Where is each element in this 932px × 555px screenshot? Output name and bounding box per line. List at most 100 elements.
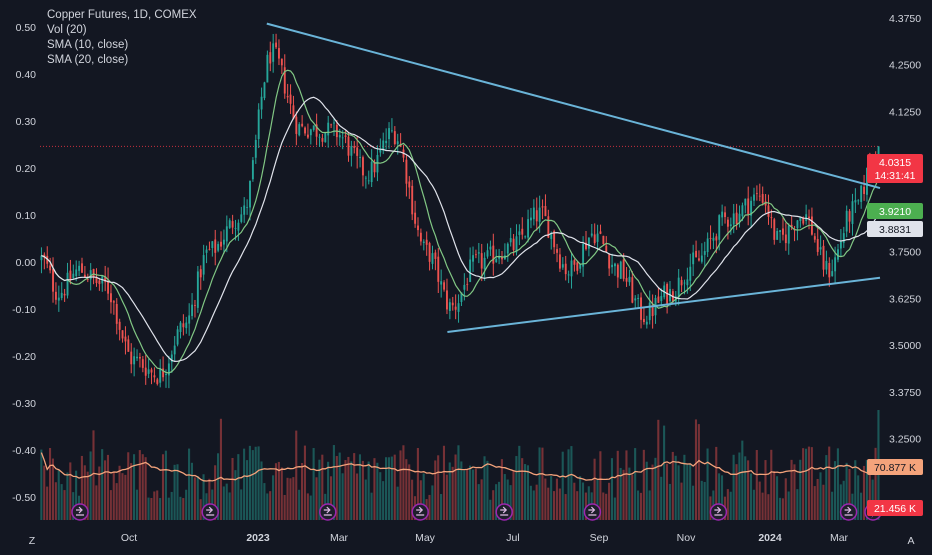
candle-body bbox=[205, 249, 208, 253]
zoom-reset-icon[interactable]: Z bbox=[29, 535, 36, 547]
candle-body bbox=[266, 54, 269, 83]
candle-body bbox=[573, 260, 576, 265]
volume-bar bbox=[871, 479, 874, 520]
volume-bar bbox=[663, 425, 666, 520]
volume-bar bbox=[524, 464, 527, 520]
price-axis-tick: 3.6250 bbox=[889, 293, 921, 305]
volume-bar bbox=[416, 448, 419, 520]
volume-bar bbox=[503, 474, 506, 520]
candle-body bbox=[605, 245, 608, 252]
candle-body bbox=[196, 271, 199, 308]
volume-bar bbox=[121, 473, 124, 520]
volume-bar bbox=[156, 490, 159, 520]
candle-body bbox=[782, 228, 784, 235]
volume-bar bbox=[51, 458, 54, 520]
volume-bar bbox=[796, 489, 799, 520]
candle-body bbox=[63, 293, 66, 296]
candle-body bbox=[773, 219, 776, 240]
candle-body bbox=[515, 236, 518, 253]
volume-bar bbox=[245, 460, 249, 520]
volume-bar bbox=[63, 490, 66, 520]
candle-body bbox=[451, 302, 454, 306]
candle-body bbox=[726, 219, 729, 227]
volume-bar bbox=[190, 462, 194, 520]
candle-body bbox=[553, 231, 556, 248]
candle-body bbox=[385, 140, 388, 144]
volume-bar bbox=[422, 473, 425, 520]
volume-bar bbox=[857, 475, 860, 520]
candle-body bbox=[225, 226, 228, 242]
volume-bar bbox=[173, 464, 176, 520]
volume-bar bbox=[141, 454, 144, 520]
candle-body bbox=[805, 214, 808, 221]
volume-bar bbox=[706, 448, 709, 520]
candle-body bbox=[104, 276, 107, 283]
volume-bar bbox=[437, 455, 440, 520]
volume-bar bbox=[269, 491, 272, 520]
candle-body bbox=[642, 318, 645, 323]
candle-body bbox=[587, 237, 590, 249]
candle-body bbox=[170, 354, 173, 363]
svg-text:4.0315: 4.0315 bbox=[879, 157, 911, 169]
legend-sma10[interactable]: SMA (10, close) bbox=[47, 39, 129, 51]
candle-body bbox=[217, 244, 220, 251]
candle-body bbox=[758, 195, 761, 197]
volume-tag: 21.456 K bbox=[867, 500, 923, 516]
volume-bar bbox=[703, 481, 706, 520]
volume-bar bbox=[344, 460, 347, 520]
volume-bar bbox=[350, 461, 353, 520]
candle-body bbox=[541, 206, 544, 208]
candle-body bbox=[98, 280, 101, 285]
price-axis-tick: 4.1250 bbox=[889, 106, 921, 118]
candle-body bbox=[645, 321, 648, 325]
candle-body bbox=[686, 279, 689, 286]
candle-body bbox=[327, 122, 330, 136]
volume-bar bbox=[358, 454, 362, 520]
volume-bar bbox=[683, 454, 686, 520]
volume-bar bbox=[564, 494, 567, 520]
volume-bar bbox=[118, 465, 121, 520]
candle-body bbox=[162, 368, 165, 378]
candle-body bbox=[159, 368, 162, 383]
candle-body bbox=[393, 131, 396, 145]
time-axis-label: Oct bbox=[121, 532, 137, 544]
candle-body bbox=[448, 302, 451, 311]
candle-body bbox=[637, 297, 640, 300]
volume-bar bbox=[132, 454, 136, 520]
volume-bar bbox=[277, 461, 280, 520]
volume-bar bbox=[393, 454, 396, 520]
event-marker-icon bbox=[411, 503, 429, 521]
time-axis-label: Jul bbox=[506, 532, 519, 544]
volume-bar bbox=[677, 465, 680, 520]
candle-body bbox=[839, 241, 842, 249]
candle-body bbox=[828, 263, 831, 278]
candle-body bbox=[813, 236, 816, 240]
candle-body bbox=[622, 259, 625, 279]
candle-body bbox=[472, 255, 474, 262]
volume-bar bbox=[341, 473, 344, 520]
candle-body bbox=[362, 157, 364, 176]
auto-scale-icon[interactable]: A bbox=[907, 535, 914, 547]
candle-body bbox=[512, 238, 515, 251]
legend-volume[interactable]: Vol (20) bbox=[47, 24, 87, 36]
candle-body bbox=[700, 255, 703, 262]
volume-bar bbox=[854, 460, 857, 520]
volume-bar bbox=[692, 485, 695, 520]
candle-body bbox=[660, 296, 663, 302]
legend-sma20[interactable]: SMA (20, close) bbox=[47, 54, 129, 66]
volume-bar bbox=[361, 460, 364, 520]
time-axis-label: Mar bbox=[830, 532, 849, 544]
event-marker-icon bbox=[839, 503, 858, 521]
candle-body bbox=[66, 272, 69, 296]
left-axis-tick: -0.30 bbox=[12, 398, 36, 410]
volume-bar bbox=[747, 460, 750, 520]
candle-body bbox=[819, 247, 822, 250]
candle-body bbox=[764, 201, 767, 206]
candle-body bbox=[750, 200, 753, 216]
volume-bar bbox=[367, 461, 370, 520]
candle-body bbox=[246, 206, 249, 208]
volume-bar bbox=[767, 494, 770, 520]
candle-body bbox=[854, 200, 857, 203]
